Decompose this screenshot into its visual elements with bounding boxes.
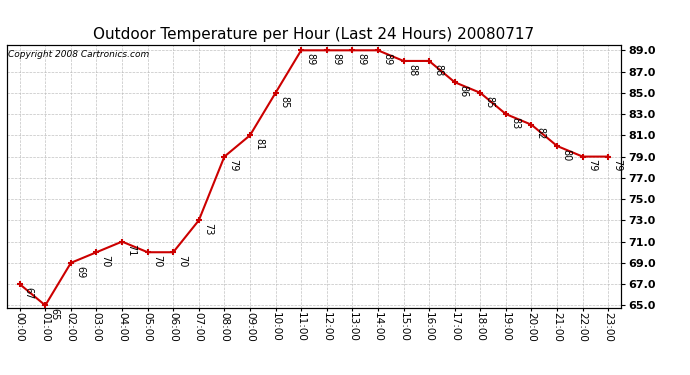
Text: 79: 79 bbox=[612, 159, 622, 172]
Text: 88: 88 bbox=[408, 64, 417, 76]
Text: 89: 89 bbox=[382, 53, 392, 65]
Text: 67: 67 bbox=[24, 287, 34, 299]
Text: 70: 70 bbox=[101, 255, 110, 267]
Text: 79: 79 bbox=[586, 159, 597, 172]
Text: 70: 70 bbox=[152, 255, 161, 267]
Text: 88: 88 bbox=[433, 64, 443, 76]
Text: 86: 86 bbox=[459, 85, 469, 97]
Text: 85: 85 bbox=[484, 96, 495, 108]
Text: 83: 83 bbox=[510, 117, 520, 129]
Text: 79: 79 bbox=[228, 159, 239, 172]
Text: 70: 70 bbox=[177, 255, 188, 267]
Text: 80: 80 bbox=[561, 149, 571, 161]
Text: 73: 73 bbox=[203, 223, 213, 236]
Title: Outdoor Temperature per Hour (Last 24 Hours) 20080717: Outdoor Temperature per Hour (Last 24 Ho… bbox=[93, 27, 535, 42]
Text: 89: 89 bbox=[357, 53, 366, 65]
Text: 81: 81 bbox=[254, 138, 264, 150]
Text: 89: 89 bbox=[331, 53, 341, 65]
Text: 69: 69 bbox=[75, 266, 85, 278]
Text: 65: 65 bbox=[50, 308, 59, 321]
Text: 89: 89 bbox=[305, 53, 315, 65]
Text: 85: 85 bbox=[279, 96, 290, 108]
Text: 71: 71 bbox=[126, 244, 136, 257]
Text: 82: 82 bbox=[535, 128, 546, 140]
Text: Copyright 2008 Cartronics.com: Copyright 2008 Cartronics.com bbox=[8, 50, 149, 59]
